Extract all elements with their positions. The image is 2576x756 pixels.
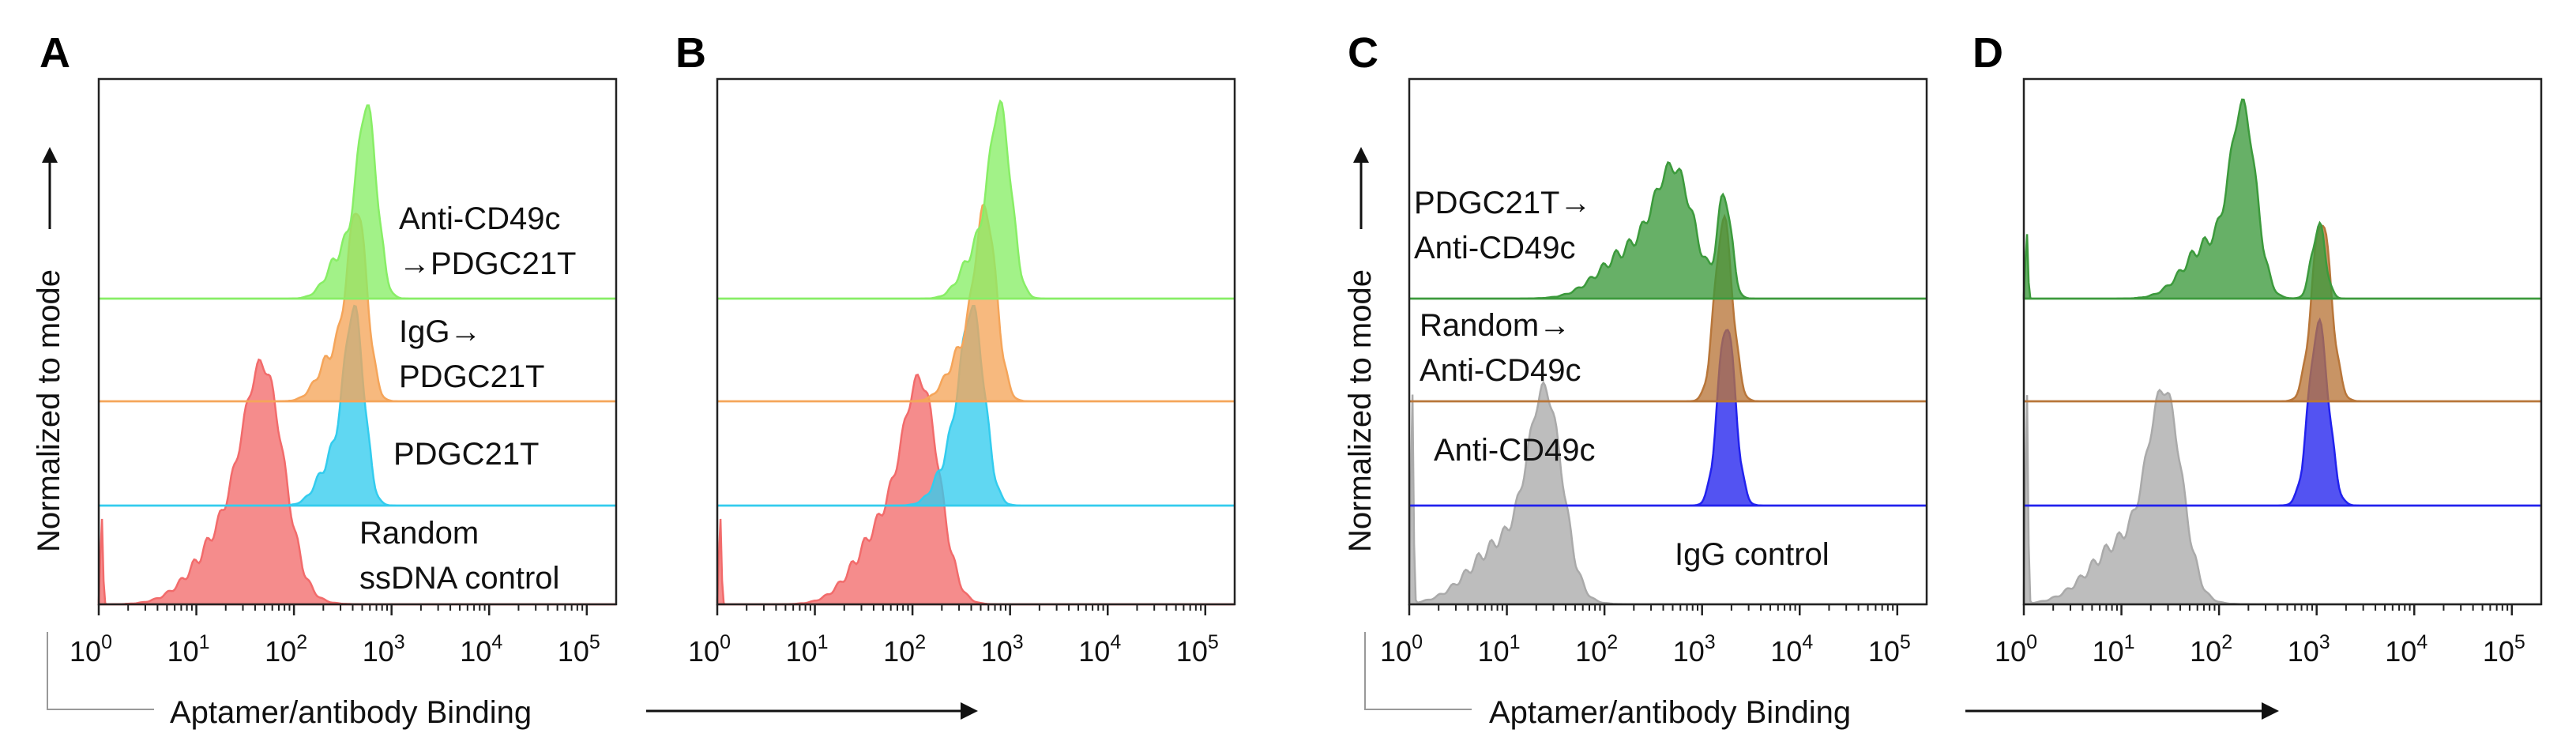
- series-label: →PDGC21T: [399, 246, 577, 281]
- panel-label: B: [675, 29, 706, 77]
- y-axis-title: Normalized to mode: [1343, 269, 1378, 552]
- histogram-area: [2022, 98, 2541, 300]
- panel-D: D 100 101 102 103 104 105: [1972, 29, 2543, 668]
- plot-frame: [97, 77, 618, 606]
- histogram-random-anti-cd49c: [2024, 224, 2541, 403]
- histogram-anti-cd49c: [2024, 317, 2541, 507]
- histogram-igg-control: [1408, 380, 1927, 606]
- tick-label: 105: [1176, 631, 1219, 668]
- tick-label: 102: [1575, 631, 1618, 668]
- series-label: ssDNA control: [359, 561, 559, 596]
- tick-label: 102: [883, 631, 926, 668]
- series-label: IgG→: [399, 314, 481, 349]
- x-axis-arrowhead: [2262, 702, 2279, 720]
- histogram-area: [2022, 388, 2541, 606]
- tick-label: 103: [981, 631, 1024, 668]
- tick-label: 100: [70, 631, 112, 668]
- plot-frame: [1408, 77, 1928, 606]
- axis-titles: Normalized to mode Aptamer/antibody Bindi…: [32, 147, 978, 730]
- histogram-area: [1408, 380, 1927, 606]
- histogram-anti-cd49c-pdgc21t: [99, 104, 616, 300]
- y-axis-arrowhead: [1353, 147, 1369, 163]
- axis-titles: Normalized to mode Aptamer/antibody Bindi…: [1343, 147, 2279, 730]
- series-label: Anti-CD49c: [1434, 433, 1596, 468]
- series-label: IgG control: [1675, 537, 1830, 572]
- series-label: Random→: [1420, 308, 1570, 343]
- tick-label: 103: [363, 631, 405, 668]
- tick-label: 100: [688, 631, 731, 668]
- x-axis-arrowhead: [961, 702, 978, 720]
- tick-label: 103: [1673, 631, 1716, 668]
- tick-label: 102: [265, 631, 307, 668]
- histogram-pdgc21t-anti-cd49c: [2022, 98, 2541, 300]
- axis-bracket: [1364, 632, 1472, 710]
- series-label: PDGC21T: [399, 359, 545, 394]
- histogram-area: [2024, 317, 2541, 507]
- plot-frame: [716, 77, 1236, 606]
- tick-label: 104: [1770, 631, 1813, 668]
- x-axis-title: Aptamer/antibody Binding: [170, 695, 532, 730]
- tick-label: 104: [2385, 631, 2427, 668]
- tick-label: 101: [786, 631, 829, 668]
- y-axis-arrowhead: [42, 147, 58, 163]
- series-label: Anti-CD49c: [399, 201, 561, 236]
- histogram-area: [2024, 224, 2541, 403]
- panel-C: C IgG control Anti-CD49c Random→ Anti-CD49c P…: [1348, 29, 1928, 668]
- tick-label: 103: [2288, 631, 2330, 668]
- panel-B: B 100 101 102 103 104 105: [675, 29, 1236, 668]
- tick-label: 105: [558, 631, 600, 668]
- tick-label: 101: [1478, 631, 1521, 668]
- series-label: PDGC21T: [393, 437, 540, 472]
- histogram-random-anti-cd49c: [1409, 213, 1927, 403]
- tick-label: 105: [2483, 631, 2525, 668]
- axis-bracket: [47, 632, 154, 710]
- tick-label: 104: [1078, 631, 1121, 668]
- histogram-igg-control: [2022, 388, 2541, 606]
- tick-label: 100: [1380, 631, 1423, 668]
- y-axis-title: Normalized to mode: [32, 269, 66, 552]
- plot-frame: [2022, 77, 2543, 606]
- tick-label: 101: [2093, 631, 2135, 668]
- series-label: Anti-CD49c: [1414, 231, 1576, 265]
- panel-label: A: [39, 29, 70, 77]
- histogram-anti-cd49c-pdgc21t: [717, 99, 1235, 300]
- tick-label: 101: [167, 631, 210, 668]
- series-label: Random: [359, 516, 479, 551]
- series-label: PDGC21T→: [1414, 186, 1592, 220]
- tick-label: 100: [1995, 631, 2037, 668]
- histogram-pdgc21t-anti-cd49c: [1409, 160, 1927, 300]
- panel-A: A Random ssDNA control PDGC21T IgG→ PDGC21T An…: [39, 29, 618, 668]
- panel-label: D: [1972, 29, 2003, 77]
- histogram-anti-cd49c: [1409, 329, 1927, 507]
- tick-label: 104: [460, 631, 502, 668]
- panel-label: C: [1348, 29, 1378, 77]
- tick-label: 102: [2190, 631, 2232, 668]
- histogram-area: [717, 99, 1235, 300]
- series-label: Anti-CD49c: [1420, 353, 1581, 388]
- x-axis-title: Aptamer/antibody Binding: [1489, 695, 1851, 730]
- tick-label: 105: [1868, 631, 1911, 668]
